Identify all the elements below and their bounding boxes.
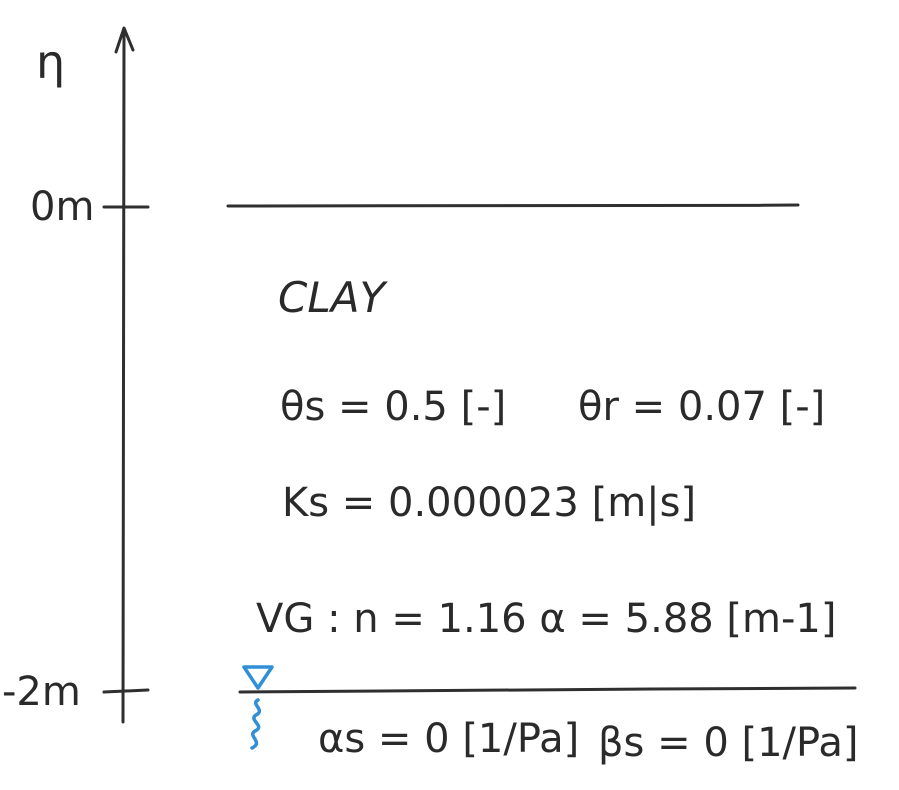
layer-name: CLAY bbox=[278, 273, 388, 322]
vertical-axis-line bbox=[121, 32, 126, 724]
water-table-triangle-icon bbox=[242, 665, 274, 690]
theta-r-param: θr = 0.07 [-] bbox=[578, 384, 825, 430]
ks-param: Ks = 0.000023 [m|s] bbox=[282, 480, 696, 526]
beta-s-param: βs = 0 [1/Pa] bbox=[598, 720, 858, 766]
bottom-boundary-line bbox=[238, 686, 857, 694]
tick-label-minus-2m: -2m bbox=[2, 669, 81, 715]
surface-line bbox=[226, 203, 800, 208]
tick-label-0m: 0m bbox=[30, 184, 94, 230]
axis-arrow-icon bbox=[114, 26, 135, 54]
groundwater-squiggle-icon bbox=[250, 698, 262, 750]
axis-label-eta: η bbox=[36, 35, 65, 89]
van-genuchten-params: VG : n = 1.16 α = 5.88 [m-1] bbox=[256, 596, 837, 642]
tick-minus-2m bbox=[102, 688, 150, 694]
theta-s-param: θs = 0.5 [-] bbox=[280, 384, 506, 430]
alpha-s-param: αs = 0 [1/Pa] bbox=[318, 716, 579, 762]
